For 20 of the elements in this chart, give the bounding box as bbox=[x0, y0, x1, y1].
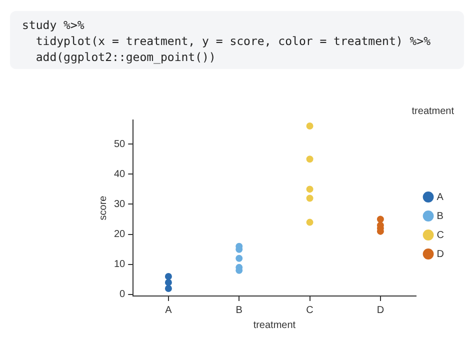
y-tick-label: 40 bbox=[114, 168, 126, 180]
legend-label: A bbox=[436, 192, 444, 203]
x-tick-label: A bbox=[165, 304, 172, 316]
legend-label: C bbox=[436, 230, 444, 241]
legend-label: D bbox=[436, 248, 444, 260]
x-tick-label: B bbox=[236, 304, 243, 316]
legend-label: B bbox=[436, 210, 444, 222]
text: add(ggplot2::geom_point()) bbox=[36, 50, 216, 64]
y-tick-label: 20 bbox=[114, 229, 126, 240]
text: study %>% bbox=[22, 18, 84, 32]
y-axis-title: score bbox=[98, 195, 109, 220]
y-tick-label: 0 bbox=[120, 289, 126, 300]
x-tick-label: D bbox=[376, 304, 384, 316]
y-tick-label: 10 bbox=[114, 259, 126, 270]
y-tick-label: 30 bbox=[114, 198, 126, 210]
text: tidyplot(x = treatment, y = score, color = treatment) %>% bbox=[36, 34, 430, 48]
legend-title: treatment bbox=[253, 320, 296, 331]
x-tick-label: C bbox=[306, 304, 314, 316]
x-axis-title: treatment bbox=[412, 106, 454, 117]
y-tick-label: 50 bbox=[114, 138, 126, 150]
